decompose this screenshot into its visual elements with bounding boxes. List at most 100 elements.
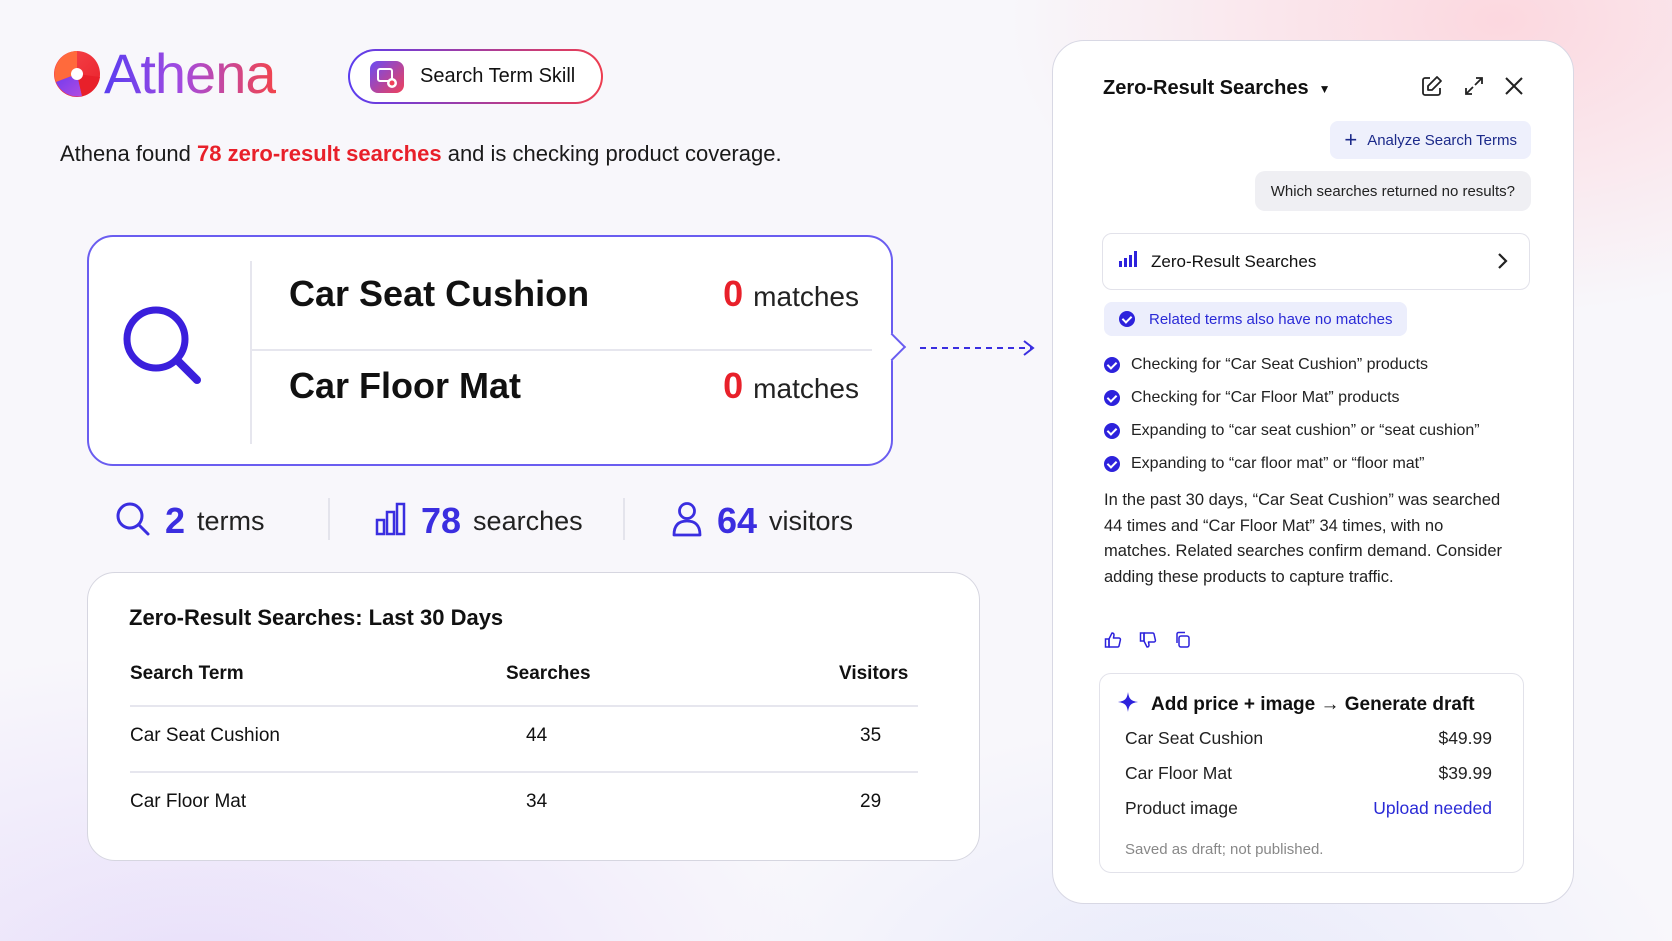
headline-prefix: Athena found <box>60 141 198 166</box>
draft-title: Add price + image → Generate draft <box>1151 694 1475 715</box>
stat-visitors: 64 visitors <box>671 496 853 546</box>
draft-row: Car Floor Mat $39.99 <box>1125 763 1492 784</box>
chevron-right-icon <box>1493 248 1513 279</box>
panel-title: Zero-Result Searches <box>1103 77 1309 99</box>
result-row-label: Zero-Result Searches <box>1151 251 1317 271</box>
skill-icon <box>370 60 404 93</box>
check-label: Expanding to “car seat cushion” or “seat… <box>1131 421 1480 439</box>
arrow-icon <box>920 338 1040 363</box>
skill-label: Search Term Skill <box>420 65 576 87</box>
plus-icon: + <box>1344 127 1358 152</box>
stats-row: 2 terms 78 searches 64 visitors <box>115 496 875 546</box>
search-terms-card: Car Seat Cushion 0 matches Car Floor Mat … <box>87 235 907 466</box>
stat-searches: 78 searches <box>375 496 583 546</box>
upload-needed-link[interactable]: Upload needed <box>1373 798 1492 818</box>
user-message: Which searches returned no results? <box>1254 171 1531 211</box>
table-cell: Car Seat Cushion <box>130 725 280 746</box>
draft-label: Car Seat Cushion <box>1125 728 1264 748</box>
thumbs-down-icon[interactable] <box>1139 631 1157 654</box>
term-matches: 0 matches <box>723 365 859 407</box>
table-cell: 34 <box>526 791 548 812</box>
chevron-down-icon: ▼ <box>1318 81 1331 96</box>
check-label: Checking for “Car Floor Mat” products <box>1131 388 1400 406</box>
search-icon <box>122 305 204 392</box>
divider <box>328 498 330 540</box>
row-divider <box>130 771 918 773</box>
stat-label: terms <box>197 505 265 536</box>
table-title: Zero-Result Searches: Last 30 Days <box>129 605 504 630</box>
match-unit: matches <box>753 373 859 404</box>
divider <box>252 349 872 351</box>
check-label: Expanding to “car floor mat” or “floor m… <box>1131 454 1425 472</box>
term-name: Car Seat Cushion <box>289 273 590 314</box>
match-unit: matches <box>753 281 859 312</box>
draft-value: $39.99 <box>1438 763 1492 783</box>
zero-result-searches-link[interactable]: Zero-Result Searches <box>1102 233 1530 290</box>
athena-logo-icon <box>52 49 102 99</box>
close-icon[interactable] <box>1503 75 1525 102</box>
draft-card: Add price + image → Generate draft Car S… <box>1099 673 1524 873</box>
term-row: Car Seat Cushion 0 matches <box>289 273 859 315</box>
draft-row: Product image Upload needed <box>1125 798 1492 819</box>
assistant-panel: Zero-Result Searches ▼ + Analyze Search … <box>1052 40 1574 904</box>
match-count: 0 <box>723 273 744 314</box>
expand-icon[interactable] <box>1463 75 1485 102</box>
stat-label: visitors <box>769 505 854 536</box>
progress-checklist: Checking for “Car Seat Cushion” products… <box>1104 348 1480 480</box>
divider <box>623 498 625 540</box>
check-icon <box>1104 422 1120 439</box>
badge-label: Related terms also have no matches <box>1149 310 1393 328</box>
related-terms-badge: Related terms also have no matches <box>1104 302 1408 336</box>
sparkle-icon <box>1117 691 1139 719</box>
stat-label: searches <box>473 505 583 536</box>
check-icon <box>1119 311 1135 327</box>
panel-title-dropdown[interactable]: Zero-Result Searches ▼ <box>1103 77 1331 100</box>
search-icon <box>115 501 151 542</box>
check-icon <box>1104 455 1120 472</box>
check-icon <box>1104 356 1120 373</box>
feedback-actions <box>1104 631 1209 654</box>
column-header: Searches <box>506 663 591 684</box>
user-icon <box>671 501 703 542</box>
copy-icon[interactable] <box>1174 631 1192 654</box>
headline-suffix: and is checking product coverage. <box>441 141 782 166</box>
draft-label: Car Floor Mat <box>1125 763 1232 783</box>
bar-chart-icon <box>375 502 407 541</box>
term-row: Car Floor Mat 0 matches <box>289 365 859 407</box>
column-header: Visitors <box>839 663 909 684</box>
bar-chart-icon <box>1119 251 1139 272</box>
list-item: Expanding to “car seat cushion” or “seat… <box>1104 414 1480 447</box>
stat-value: 2 <box>165 500 186 541</box>
card-notch <box>877 332 907 362</box>
stat-value: 64 <box>717 500 758 541</box>
button-label: Analyze Search Terms <box>1367 131 1517 149</box>
edit-icon[interactable] <box>1421 75 1443 102</box>
zero-result-table: Zero-Result Searches: Last 30 Days Searc… <box>87 572 980 861</box>
divider <box>250 261 252 444</box>
athena-logo: Athena <box>52 46 276 102</box>
draft-title-row: Add price + image → Generate draft <box>1117 691 1475 719</box>
list-item: Checking for “Car Floor Mat” products <box>1104 381 1480 414</box>
table-cell: Car Floor Mat <box>130 791 247 812</box>
draft-value: $49.99 <box>1438 728 1492 748</box>
thumbs-up-icon[interactable] <box>1104 631 1122 654</box>
table-cell: 35 <box>860 725 882 746</box>
skill-badge[interactable]: Search Term Skill <box>348 49 603 104</box>
draft-label: Product image <box>1125 798 1238 818</box>
column-header: Search Term <box>130 663 244 684</box>
draft-footer: Saved as draft; not published. <box>1125 841 1324 858</box>
list-item: Expanding to “car floor mat” or “floor m… <box>1104 447 1480 480</box>
assistant-summary: In the past 30 days, “Car Seat Cushion” … <box>1104 491 1503 586</box>
table-cell: 29 <box>860 791 882 812</box>
row-divider <box>130 705 918 707</box>
draft-row: Car Seat Cushion $49.99 <box>1125 728 1492 749</box>
brand-name: Athena <box>104 42 276 105</box>
check-icon <box>1104 389 1120 406</box>
table-cell: 44 <box>526 725 548 746</box>
list-item: Checking for “Car Seat Cushion” products <box>1104 348 1480 381</box>
check-label: Checking for “Car Seat Cushion” products <box>1131 355 1429 373</box>
analyze-search-terms-button[interactable]: + Analyze Search Terms <box>1330 121 1531 159</box>
stat-terms: 2 terms <box>115 496 265 546</box>
headline: Athena found 78 zero-result searches and… <box>60 141 782 167</box>
headline-highlight: 78 zero-result searches <box>197 141 442 166</box>
